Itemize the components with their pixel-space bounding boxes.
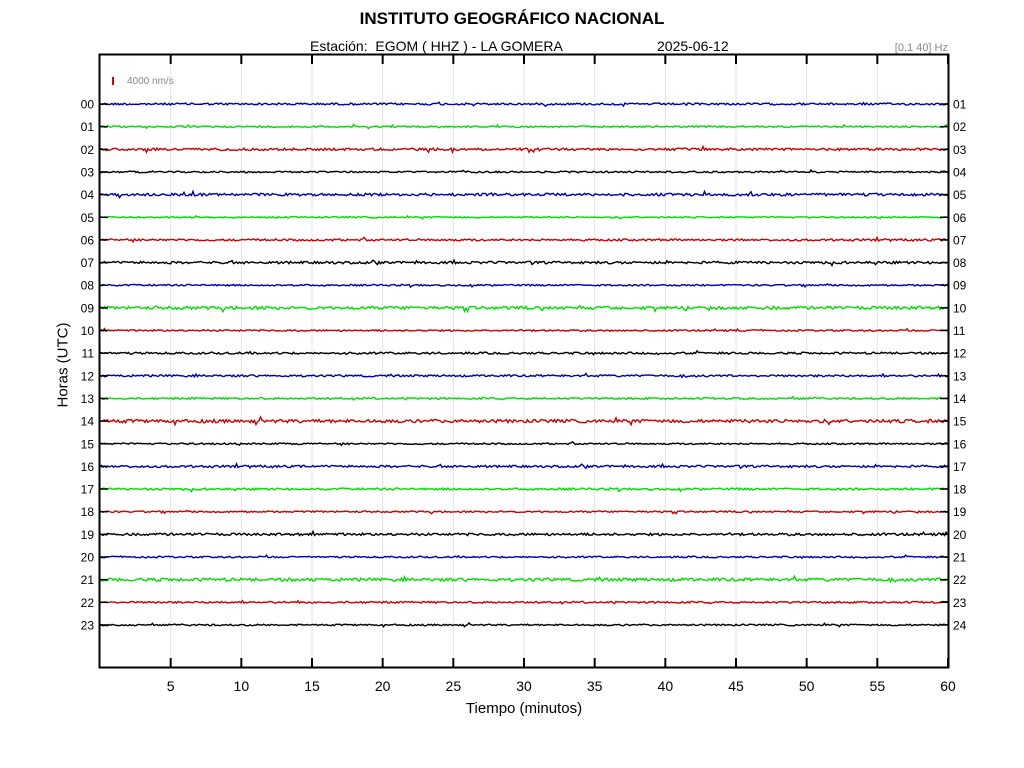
- y-tick-label-left: 01: [81, 120, 95, 134]
- y-tick-label-right: 21: [953, 551, 967, 565]
- filter-band-label: [0.1 40] Hz: [894, 42, 948, 54]
- axis-ticks: [100, 55, 949, 667]
- y-tick-label-left: 19: [81, 528, 95, 542]
- x-tick-label: 20: [375, 678, 391, 694]
- trace-hour-21: [99, 574, 948, 584]
- x-tick-label: 45: [728, 678, 744, 694]
- y-tick-label-right: 05: [953, 188, 967, 202]
- y-tick-label-left: 14: [81, 415, 95, 429]
- y-tick-label-right: 19: [953, 505, 967, 519]
- y-tick-label-left: 13: [81, 392, 95, 406]
- y-tick-label-right: 13: [953, 369, 967, 383]
- x-tick-label: 10: [234, 678, 250, 694]
- x-tick-label: 60: [940, 678, 956, 694]
- y-tick-label-left: 15: [81, 437, 95, 451]
- y-tick-label-right: 17: [953, 460, 967, 474]
- y-tick-label-right: 22: [953, 573, 967, 587]
- trace-hour-20: [99, 554, 948, 560]
- y-tick-label-left: 17: [81, 483, 95, 497]
- trace-hour-08: [99, 282, 948, 289]
- x-tick-label: 5: [167, 678, 175, 694]
- y-tick-label-left: 05: [81, 211, 95, 225]
- y-tick-label-left: 00: [81, 98, 95, 112]
- y-tick-label-right: 01: [953, 98, 967, 112]
- y-tick-label-right: 16: [953, 437, 967, 451]
- y-tick-label-left: 10: [81, 324, 95, 338]
- trace-hour-06: [99, 235, 948, 244]
- y-tick-label-left: 23: [81, 618, 95, 632]
- y-tick-label-right: 06: [953, 211, 967, 225]
- trace-hour-00: [99, 101, 948, 108]
- y-tick-label-right: 18: [953, 483, 967, 497]
- scale-bar: [112, 77, 114, 85]
- y-tick-label-left: 12: [81, 369, 95, 383]
- y-tick-label-left: 08: [81, 279, 95, 293]
- traces: [99, 101, 949, 628]
- y-tick-label-right: 10: [953, 301, 967, 315]
- trace-hour-13: [99, 395, 948, 401]
- y-tick-label-left: 07: [81, 256, 95, 270]
- x-tick-label: 40: [658, 678, 674, 694]
- y-tick-label-left: 03: [81, 165, 95, 179]
- y-tick-label-right: 03: [953, 143, 967, 157]
- y-tick-label-right: 12: [953, 347, 967, 361]
- trace-hour-16: [99, 461, 948, 470]
- y-tick-label-right: 15: [953, 415, 967, 429]
- y-tick-label-left: 18: [81, 505, 95, 519]
- y-tick-label-right: 23: [953, 596, 967, 610]
- trace-hour-17: [99, 486, 948, 493]
- x-tick-label: 50: [799, 678, 815, 694]
- x-tick-label: 30: [516, 678, 532, 694]
- y-tick-label-right: 09: [953, 279, 967, 293]
- y-tick-label-left: 04: [81, 188, 95, 202]
- trace-hour-12: [99, 372, 948, 379]
- y-tick-label-left: 11: [82, 347, 95, 361]
- y-tick-label-right: 04: [953, 165, 967, 179]
- y-tick-label-left: 21: [81, 573, 95, 587]
- trace-hour-23: [99, 621, 948, 628]
- trace-hour-22: [99, 599, 948, 605]
- y-tick-label-right: 11: [953, 324, 966, 338]
- y-tick-label-left: 16: [81, 460, 95, 474]
- y-tick-label-right: 08: [953, 256, 967, 270]
- trace-hour-05: [99, 214, 948, 220]
- grid-lines: [170, 55, 878, 667]
- trace-hour-09: [99, 304, 948, 314]
- trace-hour-11: [99, 349, 948, 356]
- trace-hour-14: [99, 415, 948, 427]
- x-tick-label: 25: [446, 678, 462, 694]
- date-label: 2025-06-12: [657, 38, 729, 54]
- station-label: Estación: EGOM ( HHZ ) - LA GOMERA: [310, 38, 563, 54]
- y-tick-label-right: 20: [953, 528, 967, 542]
- y-tick-label-right: 14: [953, 392, 967, 406]
- x-tick-label: 15: [304, 678, 320, 694]
- x-tick-label: 55: [870, 678, 886, 694]
- y-tick-label-left: 22: [81, 596, 95, 610]
- trace-hour-02: [99, 144, 948, 155]
- scale-label: 4000 nm/s: [127, 76, 174, 87]
- trace-hour-18: [99, 509, 948, 515]
- y-axis-label: Horas (UTC): [54, 322, 72, 408]
- trace-hour-07: [99, 258, 948, 267]
- trace-hour-19: [99, 529, 949, 537]
- plot-frame: [98, 53, 950, 669]
- chart-title: INSTITUTO GEOGRÁFICO NACIONAL: [359, 9, 665, 28]
- x-axis-label: Tiempo (minutos): [465, 700, 583, 717]
- y-tick-label-right: 07: [953, 233, 967, 247]
- y-tick-label-left: 09: [81, 301, 95, 315]
- trace-hour-10: [99, 327, 948, 333]
- y-tick-label-left: 06: [81, 233, 95, 247]
- trace-hour-03: [99, 168, 948, 174]
- tick-labels: 5 10 15 20 25 30 35 40 45 50 55 60 00 01 01 02 02 03 03 04 0…: [81, 98, 967, 695]
- trace-hour-15: [99, 440, 948, 447]
- trace-hour-01: [99, 123, 949, 130]
- trace-hour-04: [99, 189, 948, 200]
- y-tick-label-right: 02: [953, 120, 967, 134]
- y-tick-label-right: 24: [953, 618, 967, 632]
- y-tick-label-left: 02: [81, 143, 95, 157]
- x-tick-label: 35: [587, 678, 603, 694]
- y-tick-label-left: 20: [81, 551, 95, 565]
